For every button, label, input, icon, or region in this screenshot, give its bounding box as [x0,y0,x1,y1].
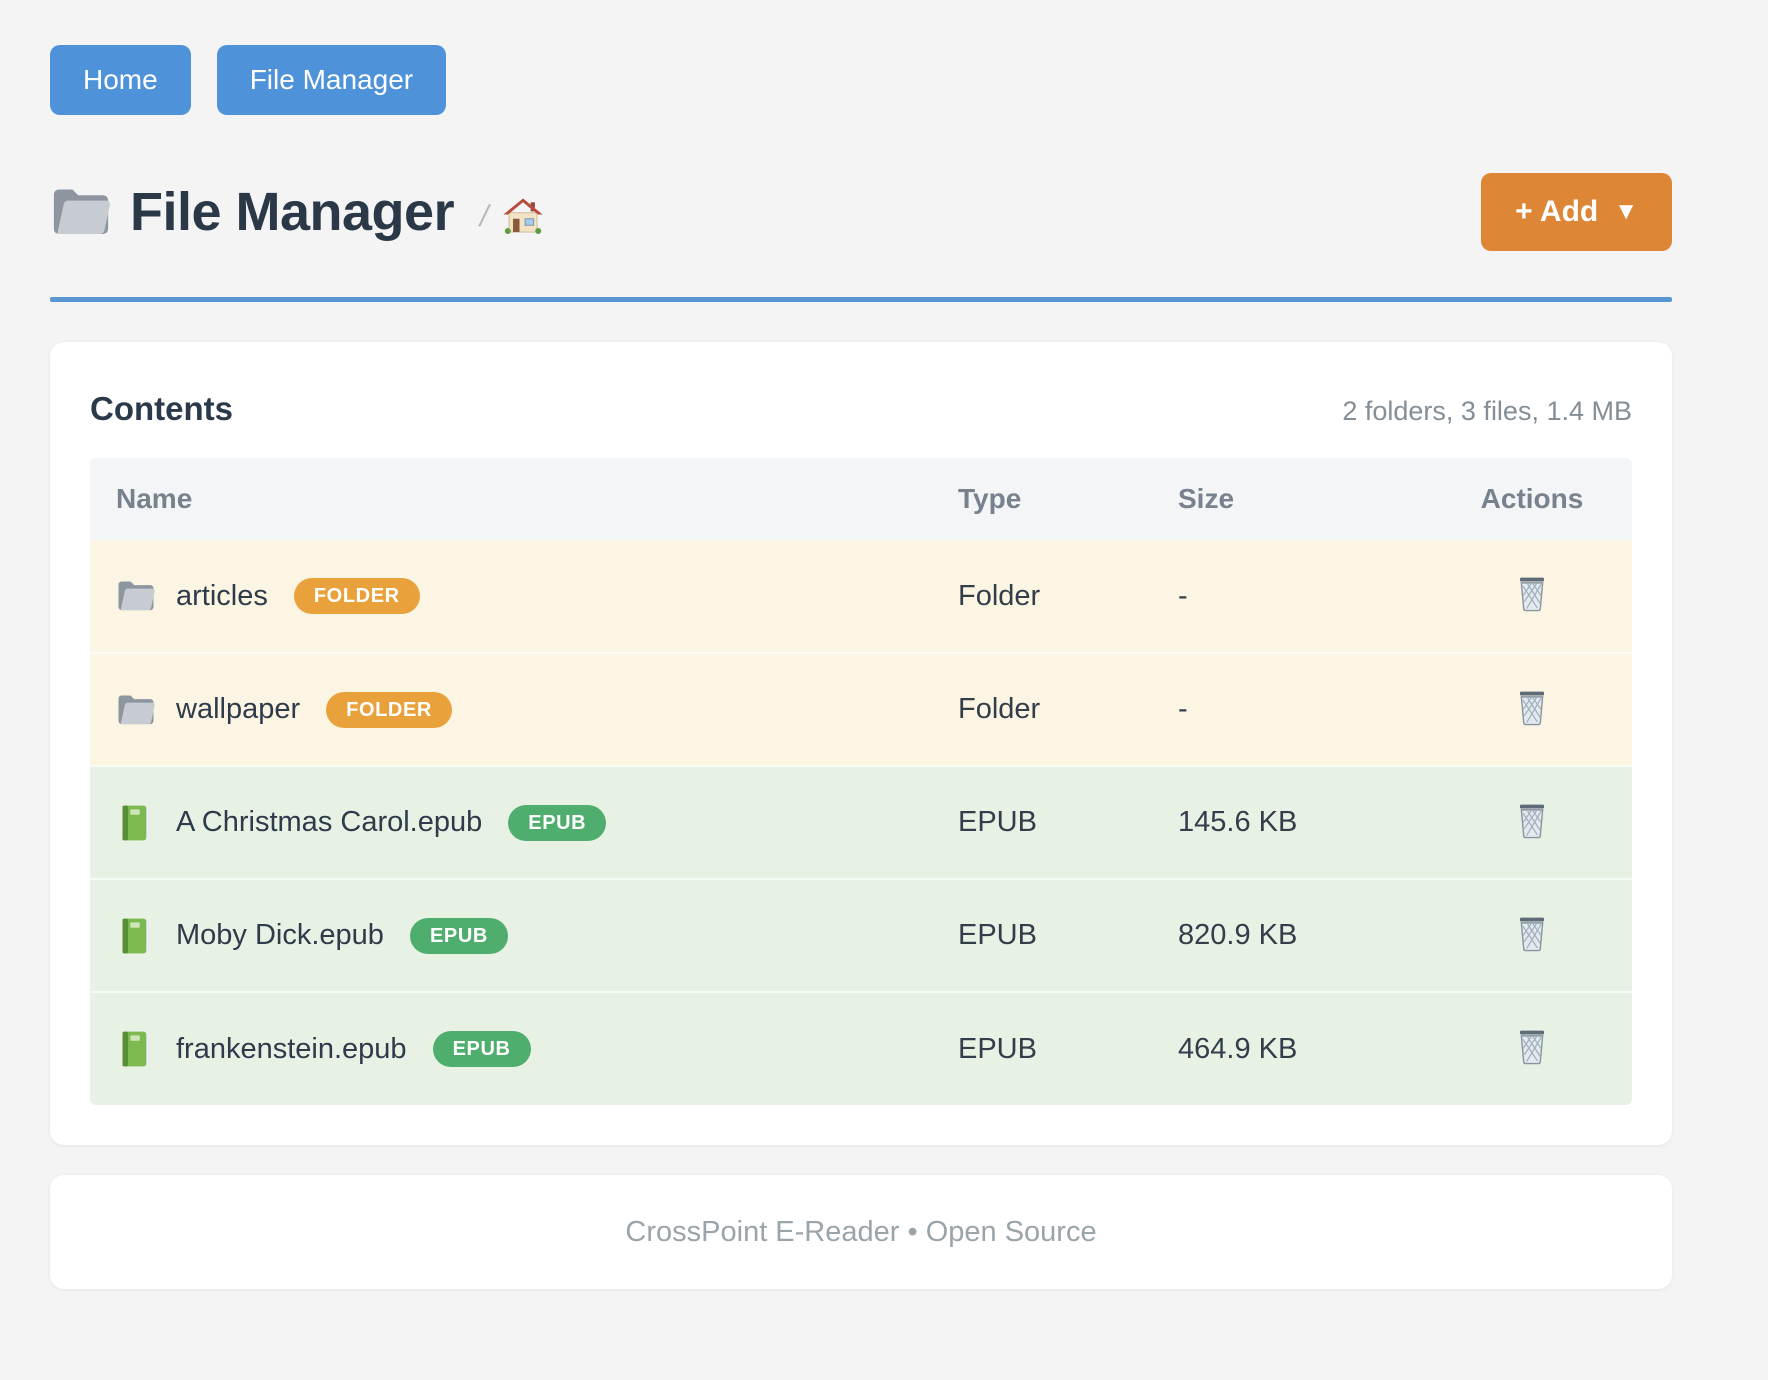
size-cell: 145.6 KB [1152,765,1432,879]
table-row[interactable]: frankenstein.epub EPUB EPUB 464.9 KB [90,991,1632,1105]
contents-summary: 2 folders, 3 files, 1.4 MB [1342,396,1632,426]
name-cell: frankenstein.epub EPUB [116,1030,906,1068]
file-name-link[interactable]: wallpaper [176,693,301,725]
table-row[interactable]: articles FOLDER Folder - [90,540,1632,653]
name-cell: A Christmas Carol.epub EPUB [116,804,906,842]
contents-card-header: Contents 2 folders, 3 files, 1.4 MB [90,390,1632,428]
add-button[interactable]: + Add ▼ [1481,173,1672,251]
type-cell: EPUB [932,765,1152,879]
book-icon [116,804,156,842]
footer-card: CrossPoint E-Reader • Open Source [50,1175,1672,1289]
file-name-link[interactable]: Moby Dick.epub [176,919,384,951]
book-icon [116,917,156,955]
file-table-body: articles FOLDER Folder - wallpape [90,540,1632,1105]
wastebasket-icon [1516,917,1548,955]
type-cell: Folder [932,652,1152,766]
type-cell: Folder [958,579,1041,612]
type-badge: EPUB [409,917,508,954]
contents-card: Contents 2 folders, 3 files, 1.4 MB Name… [50,342,1672,1145]
type-badge: FOLDER [293,578,420,614]
title-underline [50,297,1672,302]
type-badge: EPUB [432,1031,531,1067]
size-cell: 464.9 KB [1152,991,1432,1105]
column-header-name: Name [90,458,932,540]
book-icon [116,1030,156,1068]
table-row[interactable]: Moby Dick.epub EPUB EPUB 820.9 KB [90,878,1632,992]
delete-button[interactable] [1512,912,1552,959]
type-badge: EPUB [508,804,607,841]
page-title: File Manager [130,182,455,242]
nav-file-manager-button[interactable]: File Manager [216,45,447,115]
column-header-actions: Actions [1432,458,1632,540]
type-cell: EPUB [932,878,1152,992]
wastebasket-icon [1516,804,1548,842]
size-cell: 820.9 KB [1152,878,1432,992]
folder-icon [50,185,112,239]
wastebasket-icon [1516,1030,1548,1068]
title-wrap: File Manager / [50,181,544,243]
name-cell: Moby Dick.epub EPUB [116,917,906,955]
breadcrumb-home-link[interactable] [502,196,544,238]
page: Home File Manager File Manager / [50,0,1672,1289]
delete-button[interactable] [1512,572,1552,619]
wastebasket-icon [1516,577,1548,615]
contents-title: Contents [90,390,233,427]
delete-button[interactable] [1512,686,1552,733]
size-cell: - [1152,652,1432,766]
folder-icon [116,691,156,729]
footer-text: CrossPoint E-Reader • Open Source [625,1215,1097,1248]
file-table-wrap: Name Type Size Actions articles FOLDER F… [90,458,1632,1105]
name-cell: wallpaper FOLDER [116,691,906,729]
delete-button[interactable] [1512,799,1552,846]
size-cell: - [1178,579,1188,612]
nav-home-button[interactable]: Home [50,45,191,115]
file-name-link[interactable]: frankenstein.epub [176,1032,407,1065]
house-icon [503,198,544,234]
type-badge: FOLDER [326,691,452,728]
table-header-row: Name Type Size Actions [90,458,1632,540]
table-row[interactable]: A Christmas Carol.epub EPUB EPUB 145.6 K… [90,765,1632,879]
file-table: Name Type Size Actions articles FOLDER F… [90,458,1632,1105]
column-header-type: Type [932,458,1152,540]
folder-icon [116,577,156,615]
caret-down-icon: ▼ [1614,198,1638,225]
delete-button[interactable] [1512,1025,1552,1072]
wastebasket-icon [1516,691,1548,729]
table-row[interactable]: wallpaper FOLDER Folder - [90,652,1632,766]
type-cell: EPUB [932,991,1152,1105]
file-name-link[interactable]: articles [176,579,268,612]
name-cell: articles FOLDER [116,577,906,615]
column-header-size: Size [1152,458,1432,540]
add-button-label: + Add [1515,195,1599,228]
file-name-link[interactable]: A Christmas Carol.epub [176,806,483,838]
top-nav: Home File Manager [50,45,1672,115]
breadcrumb-separator: / [476,200,493,233]
page-header: File Manager / + Add ▼ [50,173,1672,251]
